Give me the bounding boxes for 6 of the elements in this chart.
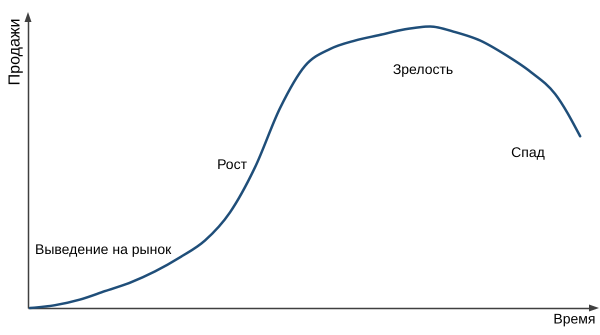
y-axis-title: Продажи (6, 18, 24, 86)
annotation: Зрелость (392, 61, 454, 77)
annotation: Рост (217, 156, 248, 172)
x-axis-title: Время (553, 310, 596, 326)
annotation: Выведение на рынок (35, 241, 172, 257)
annotation: Спад (511, 144, 545, 160)
